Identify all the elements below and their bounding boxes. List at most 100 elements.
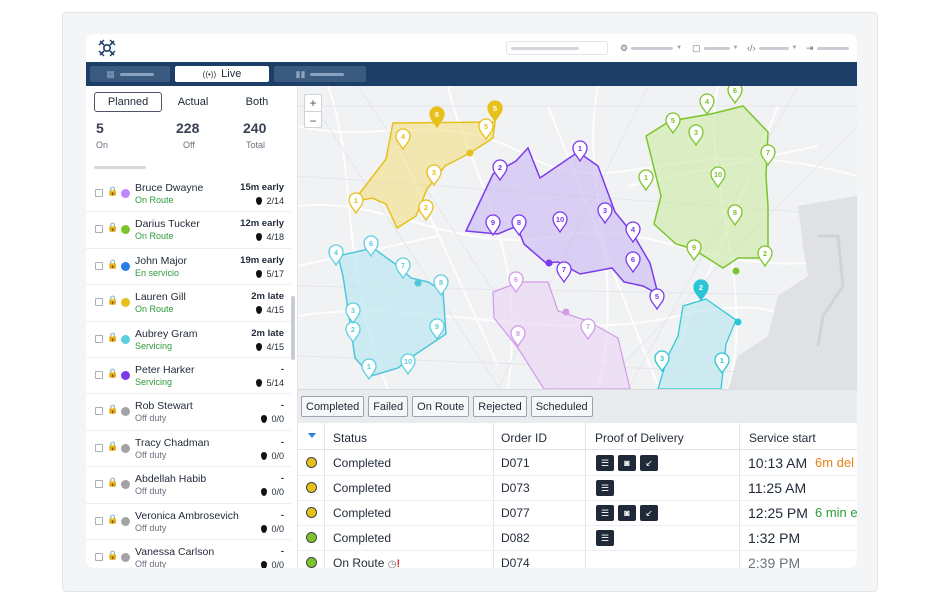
map-stop-pin[interactable]: 3 xyxy=(597,202,613,225)
driver-checkbox[interactable] xyxy=(95,261,103,270)
map-stop-pin[interactable]: 1 xyxy=(361,358,377,381)
driver-row[interactable]: 🔒 Darius Tucker On Route 12m early 4/18 xyxy=(86,212,291,249)
map-stop-pin[interactable]: 1 xyxy=(638,169,654,192)
map-stop-pin[interactable]: 8 xyxy=(511,214,527,237)
notes-icon[interactable]: ☰ xyxy=(596,455,614,471)
map-stop-pin[interactable]: 1 xyxy=(714,352,730,375)
driver-checkbox[interactable] xyxy=(95,334,103,343)
map-stop-pin[interactable]: 7 xyxy=(556,261,572,284)
lock-icon[interactable]: 🔒 xyxy=(107,331,119,342)
filter-on-route[interactable]: On Route xyxy=(412,396,470,417)
lock-icon[interactable]: 🔒 xyxy=(107,222,119,233)
map-stop-pin[interactable]: 8 xyxy=(510,325,526,348)
lock-icon[interactable]: 🔒 xyxy=(107,404,119,415)
driver-list-scrollbar[interactable] xyxy=(291,296,295,360)
map-stop-pin[interactable]: 5 xyxy=(665,112,681,135)
tab-analytics[interactable]: ▮▮ xyxy=(274,66,366,82)
map-stop-pin[interactable]: 10 xyxy=(552,211,568,234)
map-stop-pin[interactable]: 8 xyxy=(727,204,743,227)
map-stop-pin[interactable]: 2 xyxy=(492,159,508,182)
driver-checkbox[interactable] xyxy=(95,552,103,561)
lock-icon[interactable]: 🔒 xyxy=(107,513,119,524)
table-row[interactable]: On Route ◷! D074 2:39 PM xyxy=(298,551,857,568)
column-order-id[interactable]: Order ID xyxy=(501,431,548,445)
filter-completed[interactable]: Completed xyxy=(301,396,365,417)
map-stop-pin[interactable]: 4 xyxy=(625,221,641,244)
driver-row[interactable]: 🔒 Lauren Gill On Route 2m late 4/15 xyxy=(86,285,291,322)
map-stop-pin[interactable]: 9 xyxy=(485,214,501,237)
driver-checkbox[interactable] xyxy=(95,480,103,489)
tab-live[interactable]: ((•)) Live xyxy=(175,66,269,82)
driver-checkbox[interactable] xyxy=(95,407,103,416)
filter-scheduled[interactable]: Scheduled xyxy=(530,396,593,417)
camera-icon[interactable]: ◙ xyxy=(618,455,636,471)
driver-checkbox[interactable] xyxy=(95,225,103,234)
settings-menu[interactable]: ⚙ ▼ xyxy=(620,43,683,53)
map-stop-pin[interactable]: 2 xyxy=(418,199,434,222)
segment-both[interactable]: Both xyxy=(245,96,269,108)
lock-icon[interactable]: 🔒 xyxy=(107,295,119,306)
segment-planned[interactable]: Planned xyxy=(94,92,162,112)
lock-icon[interactable]: 🔒 xyxy=(107,477,119,488)
map-stop-pin[interactable]: 10 xyxy=(710,166,726,189)
lock-icon[interactable]: 🔒 xyxy=(107,549,119,560)
segment-actual[interactable]: Actual xyxy=(177,96,209,108)
map-stop-pin[interactable]: 9 xyxy=(686,239,702,262)
table-row[interactable]: Completed D077 ☰ ◙ ↙ 12:25 PM 6 min e xyxy=(298,501,857,526)
map-stop-pin[interactable]: 5 xyxy=(487,100,503,123)
notes-icon[interactable]: ☰ xyxy=(596,530,614,546)
developer-menu[interactable]: ‹/› ▼ xyxy=(747,43,798,53)
driver-row[interactable]: 🔒 Bruce Dwayne On Route 15m early 2/14 xyxy=(86,176,291,213)
camera-icon[interactable]: ◙ xyxy=(618,505,636,521)
chat-menu[interactable]: ▢ ▼ xyxy=(692,43,739,53)
map-stop-pin[interactable]: 6 xyxy=(429,106,445,129)
search-input[interactable] xyxy=(506,41,608,55)
map-stop-pin[interactable]: 6 xyxy=(363,235,379,258)
map-stop-pin[interactable]: 6 xyxy=(727,86,743,105)
tab-schedule[interactable]: ▦ xyxy=(90,66,170,82)
map-stop-pin[interactable]: 7 xyxy=(395,257,411,280)
map-stop-pin[interactable]: 1 xyxy=(572,140,588,163)
driver-row[interactable]: 🔒 Rob Stewart Off duty - 0/0 xyxy=(86,394,291,431)
table-row[interactable]: Completed D082 ☰ 1:32 PM xyxy=(298,526,857,551)
map-stop-pin[interactable]: 9 xyxy=(429,318,445,341)
table-row[interactable]: Completed D071 ☰ ◙ ↙ 10:13 AM 6m del xyxy=(298,451,857,476)
lock-icon[interactable]: 🔒 xyxy=(107,367,119,378)
driver-row[interactable]: 🔒 Abdellah Habib Off duty - 0/0 xyxy=(86,467,291,504)
map-stop-pin[interactable]: 5 xyxy=(478,118,494,141)
map-stop-pin[interactable]: 3 xyxy=(345,302,361,325)
map-stop-pin[interactable]: 5 xyxy=(649,288,665,311)
filter-failed[interactable]: Failed xyxy=(368,396,409,417)
map-stop-pin[interactable]: 4 xyxy=(328,244,344,267)
map-stop-pin[interactable]: 7 xyxy=(760,144,776,167)
satellite-logo-icon[interactable] xyxy=(98,39,116,57)
lock-icon[interactable]: 🔒 xyxy=(107,186,119,196)
zoom-out-button[interactable]: − xyxy=(309,113,317,128)
driver-checkbox[interactable] xyxy=(95,370,103,379)
driver-checkbox[interactable] xyxy=(95,189,103,197)
driver-checkbox[interactable] xyxy=(95,298,103,307)
map-stop-pin[interactable]: 8 xyxy=(433,274,449,297)
map-stop-pin[interactable]: 3 xyxy=(426,164,442,187)
map-stop-pin[interactable]: 2 xyxy=(757,245,773,268)
map-stop-pin[interactable]: 2 xyxy=(693,279,709,302)
map-stop-pin[interactable]: 3 xyxy=(654,350,670,373)
map-stop-pin[interactable]: 7 xyxy=(580,318,596,341)
driver-checkbox[interactable] xyxy=(95,443,103,452)
map-stop-pin[interactable]: 4 xyxy=(699,93,715,116)
zoom-in-button[interactable]: + xyxy=(305,95,321,112)
driver-row[interactable]: 🔒 Tracy Chadman Off duty - 0/0 xyxy=(86,431,291,468)
notes-icon[interactable]: ☰ xyxy=(596,480,614,496)
driver-row[interactable]: 🔒 Peter Harker Servicing - 5/14 xyxy=(86,358,291,395)
column-service-start[interactable]: Service start xyxy=(749,431,816,445)
column-status[interactable]: Status xyxy=(333,431,368,445)
map-stop-pin[interactable]: 4 xyxy=(395,128,411,151)
column-proof-of-delivery[interactable]: Proof of Delivery xyxy=(595,431,684,445)
map-stop-pin[interactable]: 6 xyxy=(625,251,641,274)
signature-icon[interactable]: ↙ xyxy=(640,455,658,471)
driver-row[interactable]: 🔒 Vanessa Carlson Off duty - 0/0 xyxy=(86,540,291,568)
lock-icon[interactable]: 🔒 xyxy=(107,440,119,451)
signature-icon[interactable]: ↙ xyxy=(640,505,658,521)
map-stop-pin[interactable]: 6 xyxy=(508,271,524,294)
map-stop-pin[interactable]: 3 xyxy=(688,124,704,147)
